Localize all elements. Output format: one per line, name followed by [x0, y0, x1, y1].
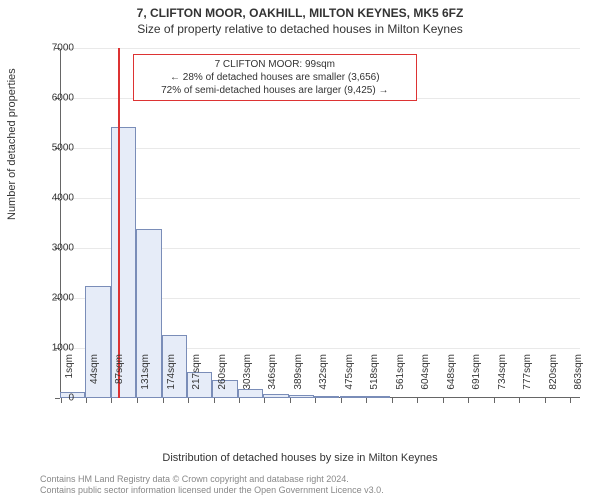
ytick-label: 0	[24, 393, 74, 404]
footer-line-2: Contains public sector information licen…	[40, 485, 384, 496]
xtick-mark	[341, 398, 342, 403]
ytick-label: 6000	[24, 93, 74, 104]
gridline	[60, 48, 580, 49]
xtick-mark	[264, 398, 265, 403]
xtick-mark	[290, 398, 291, 403]
xtick-label: 389sqm	[293, 354, 304, 404]
ytick-label: 1000	[24, 343, 74, 354]
infobox-line3: 72% of semi-detached houses are larger (…	[140, 84, 410, 97]
xtick-label: 303sqm	[242, 354, 253, 404]
xtick-label: 131sqm	[140, 354, 151, 404]
xtick-mark	[137, 398, 138, 403]
xtick-label: 260sqm	[217, 354, 228, 404]
ytick-label: 2000	[24, 293, 74, 304]
xtick-mark	[443, 398, 444, 403]
xtick-label: 174sqm	[166, 354, 177, 404]
marker-line	[118, 48, 120, 398]
xtick-label: 518sqm	[369, 354, 380, 404]
xtick-mark	[163, 398, 164, 403]
gridline	[60, 198, 580, 199]
xtick-label: 217sqm	[191, 354, 202, 404]
infobox-line2: ← 28% of detached houses are smaller (3,…	[140, 71, 410, 84]
xtick-label: 44sqm	[89, 354, 100, 404]
infobox-line1: 7 CLIFTON MOOR: 99sqm	[140, 58, 410, 71]
gridline	[60, 148, 580, 149]
xtick-mark	[570, 398, 571, 403]
xtick-label: 561sqm	[395, 354, 406, 404]
xtick-label: 734sqm	[497, 354, 508, 404]
xtick-label: 604sqm	[420, 354, 431, 404]
xtick-label: 691sqm	[471, 354, 482, 404]
marker-infobox: 7 CLIFTON MOOR: 99sqm← 28% of detached h…	[133, 54, 417, 101]
xtick-mark	[86, 398, 87, 403]
xtick-mark	[111, 398, 112, 403]
xtick-mark	[239, 398, 240, 403]
xtick-label: 777sqm	[522, 354, 533, 404]
xtick-mark	[519, 398, 520, 403]
footer-attribution: Contains HM Land Registry data © Crown c…	[40, 474, 384, 497]
chart-title-subtitle: Size of property relative to detached ho…	[0, 20, 600, 36]
xtick-label: 432sqm	[318, 354, 329, 404]
chart-plot-area: 7 CLIFTON MOOR: 99sqm← 28% of detached h…	[60, 48, 580, 398]
xtick-mark	[494, 398, 495, 403]
ytick-label: 4000	[24, 193, 74, 204]
xtick-mark	[417, 398, 418, 403]
xtick-mark	[366, 398, 367, 403]
xtick-label: 820sqm	[548, 354, 559, 404]
xtick-mark	[468, 398, 469, 403]
xtick-mark	[214, 398, 215, 403]
chart-title-address: 7, CLIFTON MOOR, OAKHILL, MILTON KEYNES,…	[0, 0, 600, 20]
y-axis-label: Number of detached properties	[6, 68, 18, 220]
xtick-label: 346sqm	[267, 354, 278, 404]
xtick-label: 648sqm	[446, 354, 457, 404]
xtick-label: 87sqm	[114, 354, 125, 404]
xtick-mark	[392, 398, 393, 403]
footer-line-1: Contains HM Land Registry data © Crown c…	[40, 474, 384, 485]
xtick-mark	[315, 398, 316, 403]
xtick-label: 863sqm	[573, 354, 584, 404]
xtick-mark	[188, 398, 189, 403]
xtick-mark	[545, 398, 546, 403]
xtick-label: 475sqm	[344, 354, 355, 404]
ytick-label: 7000	[24, 43, 74, 54]
x-axis-label: Distribution of detached houses by size …	[0, 452, 600, 464]
ytick-label: 5000	[24, 143, 74, 154]
ytick-label: 3000	[24, 243, 74, 254]
